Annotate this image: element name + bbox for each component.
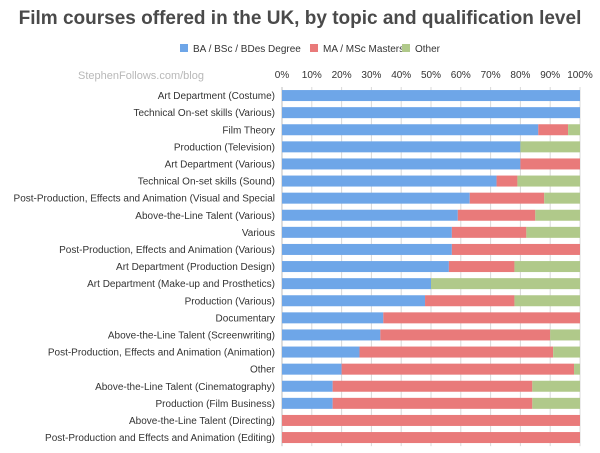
bar-19-series-1: [282, 414, 580, 426]
bar-17-series-2: [532, 380, 580, 392]
bar-6-series-2: [544, 192, 580, 204]
category-label-1: Technical On-set skills (Various): [133, 108, 275, 119]
bar-12-series-1: [425, 295, 515, 307]
bar-15-series-2: [553, 346, 580, 358]
category-labels: Art Department (Costume) Technical On-set…: [14, 91, 276, 444]
x-tick-label-9: 90%: [540, 70, 560, 81]
bar-18-series-2: [532, 397, 580, 409]
x-tick-label-4: 40%: [391, 70, 411, 81]
bar-18-series-1: [332, 397, 533, 409]
bar-17-series-1: [332, 380, 533, 392]
bar-2-series-0: [282, 124, 539, 136]
bar-17-series-0: [282, 380, 333, 392]
bar-3-series-2: [520, 141, 580, 153]
bar-16-series-0: [282, 363, 342, 375]
bar-5-series-2: [517, 175, 580, 187]
category-label-2: Film Theory: [222, 125, 275, 136]
category-label-10: Art Department (Production Design): [116, 262, 275, 273]
x-axis-ticks: 0% 10% 20% 30% 40% 50% 60% 70% 80% 90% 100%: [275, 70, 593, 81]
bar-10-series-2: [514, 261, 580, 273]
bar-20-series-1: [282, 432, 580, 444]
chart-title: Film courses offered in the UK, by topic…: [19, 8, 582, 29]
bar-12-series-0: [282, 295, 426, 307]
category-label-20: Post-Production and Effects and Animatio…: [45, 433, 275, 444]
bar-3-series-0: [282, 141, 521, 153]
legend-label-0: BA / BSc / BDes Degree: [193, 44, 301, 55]
category-label-0: Art Department (Costume): [158, 91, 275, 102]
bar-13-series-1: [383, 312, 580, 324]
watermark-text: StephenFollows.com/blog: [78, 70, 204, 82]
bar-6-series-0: [282, 192, 470, 204]
x-tick-label-7: 70%: [481, 70, 501, 81]
category-label-19: Above-the-Line Talent (Directing): [129, 416, 275, 427]
bars: [282, 90, 580, 444]
x-tick-label-2: 20%: [332, 70, 352, 81]
bar-12-series-2: [514, 295, 580, 307]
bar-2-series-1: [538, 124, 569, 136]
category-label-3: Production (Television): [174, 142, 275, 153]
bar-11-series-0: [282, 278, 431, 290]
bar-9-series-0: [282, 243, 452, 255]
bar-7-series-0: [282, 209, 458, 221]
legend-swatch-1: [310, 44, 318, 52]
bar-8-series-2: [526, 226, 580, 238]
category-label-11: Art Department (Make-up and Prosthetics): [87, 279, 275, 290]
bar-5-series-0: [282, 175, 497, 187]
bar-4-series-1: [520, 158, 580, 170]
x-tick-label-6: 60%: [451, 70, 471, 81]
bar-9-series-1: [451, 243, 580, 255]
category-label-6: Post-Production, Effects and Animation (…: [14, 194, 275, 205]
category-label-8: Various: [242, 228, 275, 239]
category-label-12: Production (Various): [185, 296, 275, 307]
bar-14-series-1: [380, 329, 551, 341]
category-label-14: Above-the-Line Talent (Screenwriting): [108, 330, 275, 341]
x-tick-label-1: 10%: [302, 70, 322, 81]
bar-8-series-1: [451, 226, 527, 238]
category-label-13: Documentary: [216, 313, 275, 324]
x-tick-label-8: 80%: [510, 70, 530, 81]
bar-15-series-1: [359, 346, 554, 358]
x-tick-label-3: 30%: [361, 70, 381, 81]
bar-14-series-0: [282, 329, 381, 341]
bar-18-series-0: [282, 397, 333, 409]
category-label-17: Above-the-Line Talent (Cinematography): [95, 382, 275, 393]
legend-label-2: Other: [415, 44, 441, 55]
bar-11-series-2: [431, 278, 580, 290]
bar-13-series-0: [282, 312, 384, 324]
category-label-9: Post-Production, Effects and Animation (…: [59, 245, 275, 256]
bar-2-series-2: [568, 124, 580, 136]
bar-7-series-1: [457, 209, 536, 221]
bar-1-series-0: [282, 107, 580, 119]
category-label-18: Production (Film Business): [156, 399, 275, 410]
category-label-15: Post-Production, Effects and Animation (…: [48, 348, 275, 359]
bar-8-series-0: [282, 226, 452, 238]
bar-7-series-2: [535, 209, 580, 221]
x-tick-label-10: 100%: [567, 70, 593, 81]
x-tick-label-5: 50%: [421, 70, 441, 81]
bar-14-series-2: [550, 329, 580, 341]
bar-0-series-0: [282, 90, 580, 102]
category-label-4: Art Department (Various): [165, 159, 275, 170]
bar-6-series-1: [469, 192, 545, 204]
legend-swatch-2: [402, 44, 410, 52]
bar-16-series-2: [574, 363, 580, 375]
legend: BA / BSc / BDes Degree MA / MSc Masters Ot…: [180, 44, 441, 55]
category-label-5: Technical On-set skills (Sound): [138, 177, 275, 188]
legend-label-1: MA / MSc Masters: [323, 44, 404, 55]
bar-10-series-1: [448, 261, 515, 273]
bar-10-series-0: [282, 261, 449, 273]
bar-4-series-0: [282, 158, 521, 170]
category-label-16: Other: [250, 365, 276, 376]
legend-swatch-0: [180, 44, 188, 52]
bar-15-series-0: [282, 346, 360, 358]
category-label-7: Above-the-Line Talent (Various): [135, 211, 275, 222]
bar-5-series-1: [496, 175, 518, 187]
bar-16-series-1: [341, 363, 575, 375]
x-tick-label-0: 0%: [275, 70, 290, 81]
